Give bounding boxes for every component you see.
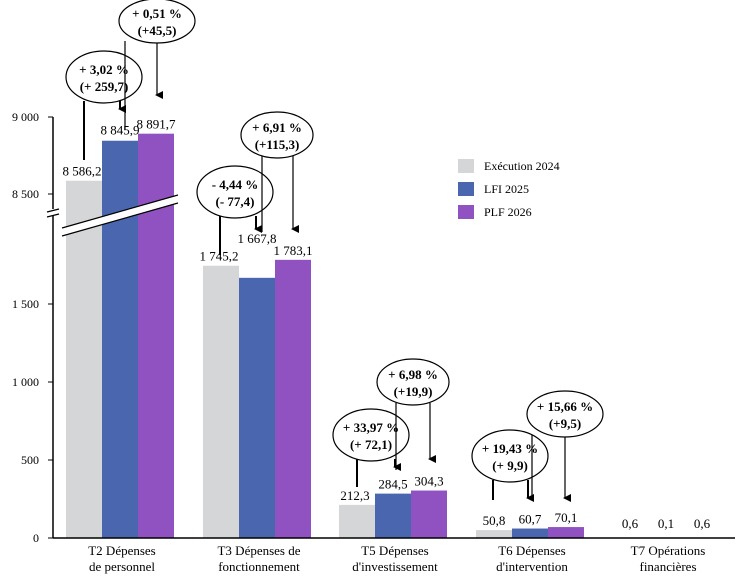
annotation-ellipse [526, 390, 604, 438]
x-category-label: T2 Dépenses [88, 543, 156, 558]
value-label: 0,6 [694, 516, 711, 531]
value-label: 70,1 [555, 510, 578, 525]
axis-break-gap [62, 195, 178, 236]
bar-2-0 [138, 133, 174, 538]
legend-swatch [458, 182, 474, 196]
annotation-percent: + 0,51 % [132, 6, 182, 21]
annotation-percent: + 3,02 % [79, 62, 129, 77]
value-label: 304,3 [414, 474, 443, 489]
bar-2-2 [411, 490, 447, 538]
variation-annotation: + 33,97 % (+ 72,1) [332, 408, 410, 487]
x-category-label: T6 Dépenses [498, 543, 566, 558]
bar-1-0 [102, 140, 138, 539]
annotation-amount: (+19,9) [394, 384, 433, 399]
annotation-ellipse [376, 358, 450, 406]
annotation-amount: (+9,5) [549, 416, 581, 431]
legend-label: Exécution 2024 [484, 159, 560, 173]
legend-label: PLF 2026 [484, 205, 532, 219]
annotation-ellipse [118, 0, 196, 44]
value-label: 0,1 [658, 516, 674, 531]
annotation-percent: + 6,98 % [388, 367, 438, 382]
value-label: 1 745,2 [200, 249, 239, 264]
annotation-percent: + 15,66 % [537, 399, 593, 414]
bar-1-1 [239, 277, 275, 538]
annotation-amount: (+115,3) [255, 137, 300, 152]
annotation-amount: (+45,5) [138, 23, 177, 38]
annotation-amount: (+ 9,9) [492, 458, 528, 473]
x-category-label: T7 Opérations [631, 543, 706, 558]
value-label: 1 783,1 [274, 243, 313, 258]
value-label: 8 586,2 [63, 164, 102, 179]
y-axis-break-mark [46, 208, 60, 213]
variation-annotation: + 6,91 % (+115,3) [240, 111, 314, 233]
variation-annotation: + 19,43 % (+ 9,9) [471, 429, 549, 502]
annotation-percent: + 33,97 % [343, 420, 399, 435]
value-label: 212,3 [340, 488, 369, 503]
y-axis-break-mark [46, 213, 60, 218]
bars-layer [61, 133, 720, 539]
bar-1-3 [512, 528, 548, 538]
value-label: 0,6 [622, 516, 639, 531]
annotation-amount: (+ 72,1) [350, 437, 392, 452]
y-tick-label: 500 [21, 453, 39, 467]
legend-swatch [458, 205, 474, 219]
annotation-ellipse [65, 50, 143, 104]
annotation-amount: (- 77,4) [216, 194, 255, 209]
annotation-ellipse [332, 408, 410, 462]
annotation-ellipse [240, 111, 314, 159]
y-axis-break-gap [47, 209, 59, 216]
variation-annotation: - 4,44 % (- 77,4) [196, 165, 274, 255]
bar-0-3 [476, 530, 512, 538]
x-category-label: d'intervention [496, 559, 568, 574]
x-category-label: T5 Dépenses [361, 543, 429, 558]
bar-2-3 [548, 527, 584, 538]
value-label: 50,8 [483, 513, 506, 528]
value-labels: 8 586,2 1 745,2 212,3 50,8 0,6 8 845,9 1 667,8… [63, 117, 711, 531]
y-tick-label: 0 [33, 531, 39, 545]
variation-annotation: + 6,98 % (+19,9) [376, 358, 450, 470]
axis-break-line [61, 202, 179, 237]
variation-annotation: + 3,02 % (+ 259,7) [65, 50, 143, 160]
bar-0-1 [203, 265, 239, 538]
variation-annotation: + 0,51 % (+45,5) [118, 0, 196, 130]
x-category-label: T3 Dépenses de [217, 543, 300, 558]
axis-break-line [61, 194, 179, 229]
annotation-ellipse [471, 429, 549, 483]
annotation-percent: + 19,43 % [482, 441, 538, 456]
x-category-label: financières [639, 559, 696, 574]
y-tick-label: 1 500 [12, 297, 39, 311]
legend: Exécution 2024 LFI 2025 PLF 2026 [458, 159, 560, 219]
value-label: 60,7 [519, 512, 542, 527]
x-category-label: d'investissement [352, 559, 438, 574]
legend-label: LFI 2025 [484, 182, 529, 196]
value-label: 8 845,9 [101, 123, 140, 138]
value-label: 1 667,8 [238, 231, 277, 246]
value-label: 8 891,7 [137, 117, 177, 132]
x-category-label: fonctionnement [218, 559, 300, 574]
bar-0-0 [66, 180, 102, 538]
legend-swatch [458, 159, 474, 173]
annotation-ellipse [196, 165, 274, 219]
x-category-label: de personnel [89, 559, 155, 574]
variation-annotation: + 15,66 % (+9,5) [526, 390, 604, 502]
y-tick-label: 1 000 [12, 375, 39, 389]
annotation-percent: - 4,44 % [212, 177, 259, 192]
y-tick-label: 8 500 [12, 187, 39, 201]
bar-0-2 [339, 504, 375, 538]
bar-2-1 [275, 259, 311, 538]
value-label: 284,5 [378, 477, 407, 492]
y-tick-label: 9 000 [12, 110, 39, 124]
annotation-amount: (+ 259,7) [80, 79, 129, 94]
annotation-percent: + 6,91 % [252, 120, 302, 135]
variation-annotations: + 3,02 % (+ 259,7) + 0,51 % (+45,5) - 4,44 %… [65, 0, 604, 502]
bar-1-2 [375, 493, 411, 538]
